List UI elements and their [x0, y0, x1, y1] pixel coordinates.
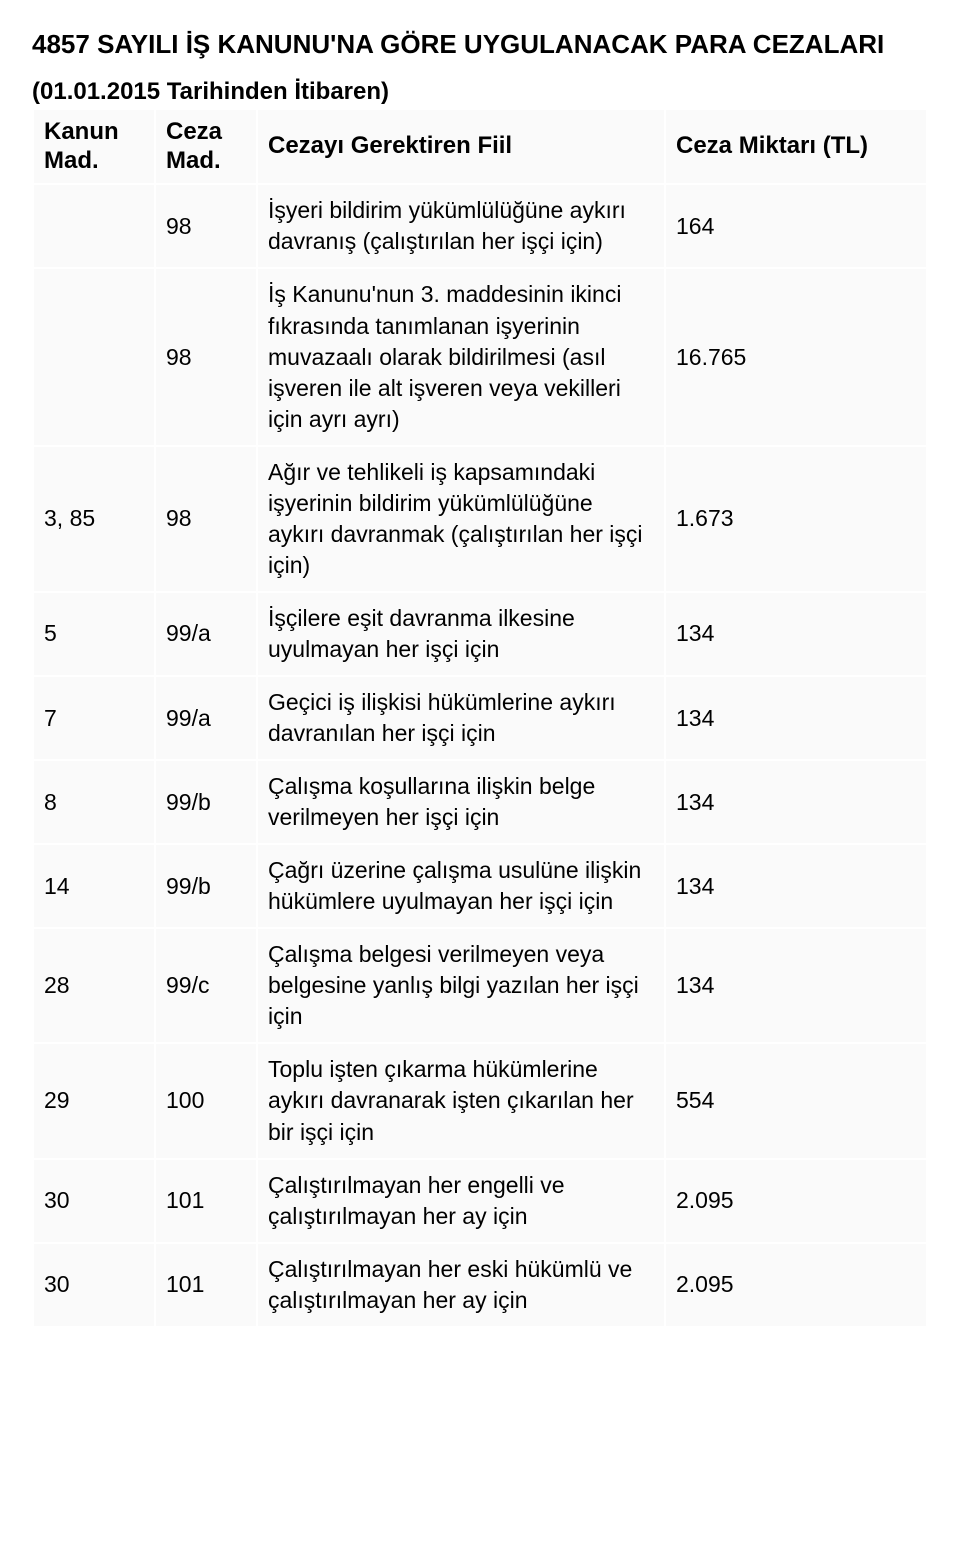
cell-fiil: Ağır ve tehlikeli iş kapsamındaki işyeri… — [258, 447, 664, 591]
cell-kanun — [34, 269, 154, 444]
table-row: 14 99/b Çağrı üzerine çalışma usulüne il… — [34, 845, 926, 927]
cell-kanun: 30 — [34, 1244, 154, 1326]
cell-miktar: 164 — [666, 185, 926, 267]
table-row: 30 101 Çalıştırılmayan her engelli ve ça… — [34, 1160, 926, 1242]
cell-kanun: 29 — [34, 1044, 154, 1157]
cell-miktar: 134 — [666, 593, 926, 675]
cell-fiil: Çalışma koşullarına ilişkin belge verilm… — [258, 761, 664, 843]
col-ceza-mad: Ceza Mad. — [156, 110, 256, 184]
cell-fiil: Çalıştırılmayan her eski hükümlü ve çalı… — [258, 1244, 664, 1326]
cell-fiil: Toplu işten çıkarma hükümlerine aykırı d… — [258, 1044, 664, 1157]
cell-kanun: 5 — [34, 593, 154, 675]
table-row: 98 İş Kanunu'nun 3. maddesinin ikinci fı… — [34, 269, 926, 444]
col-miktar: Ceza Miktarı (TL) — [666, 110, 926, 184]
page-title: 4857 SAYILI İŞ KANUNU'NA GÖRE UYGULANACA… — [32, 28, 928, 62]
cell-ceza: 99/c — [156, 929, 256, 1042]
cell-ceza: 100 — [156, 1044, 256, 1157]
cell-kanun: 8 — [34, 761, 154, 843]
cell-miktar: 554 — [666, 1044, 926, 1157]
cell-miktar: 16.765 — [666, 269, 926, 444]
cell-miktar: 134 — [666, 929, 926, 1042]
cell-ceza: 98 — [156, 447, 256, 591]
table-row: 98 İşyeri bildirim yükümlülüğüne aykırı … — [34, 185, 926, 267]
cell-ceza: 98 — [156, 185, 256, 267]
penalties-table: Kanun Mad. Ceza Mad. Cezayı Gerektiren F… — [32, 108, 928, 1328]
cell-miktar: 134 — [666, 677, 926, 759]
cell-ceza: 99/b — [156, 761, 256, 843]
cell-fiil: Çalıştırılmayan her engelli ve çalıştırı… — [258, 1160, 664, 1242]
cell-kanun: 28 — [34, 929, 154, 1042]
cell-miktar: 2.095 — [666, 1244, 926, 1326]
cell-ceza: 101 — [156, 1244, 256, 1326]
cell-ceza: 98 — [156, 269, 256, 444]
cell-ceza: 99/a — [156, 677, 256, 759]
col-kanun-mad: Kanun Mad. — [34, 110, 154, 184]
table-row: 5 99/a İşçilere eşit davranma ilkesine u… — [34, 593, 926, 675]
page-subtitle: (01.01.2015 Tarihinden İtibaren) — [32, 78, 928, 106]
table-row: 3, 85 98 Ağır ve tehlikeli iş kapsamında… — [34, 447, 926, 591]
cell-miktar: 134 — [666, 845, 926, 927]
cell-kanun: 7 — [34, 677, 154, 759]
cell-ceza: 99/a — [156, 593, 256, 675]
cell-ceza: 99/b — [156, 845, 256, 927]
table-row: 29 100 Toplu işten çıkarma hükümlerine a… — [34, 1044, 926, 1157]
cell-kanun — [34, 185, 154, 267]
table-row: 8 99/b Çalışma koşullarına ilişkin belge… — [34, 761, 926, 843]
cell-fiil: İş Kanunu'nun 3. maddesinin ikinci fıkra… — [258, 269, 664, 444]
cell-fiil: İşçilere eşit davranma ilkesine uyulmaya… — [258, 593, 664, 675]
table-header-row: Kanun Mad. Ceza Mad. Cezayı Gerektiren F… — [34, 110, 926, 184]
page-container: 4857 SAYILI İŞ KANUNU'NA GÖRE UYGULANACA… — [0, 0, 960, 1356]
table-row: 28 99/c Çalışma belgesi verilmeyen veya … — [34, 929, 926, 1042]
cell-ceza: 101 — [156, 1160, 256, 1242]
cell-fiil: Çağrı üzerine çalışma usulüne ilişkin hü… — [258, 845, 664, 927]
cell-fiil: İşyeri bildirim yükümlülüğüne aykırı dav… — [258, 185, 664, 267]
cell-kanun: 14 — [34, 845, 154, 927]
cell-fiil: Çalışma belgesi verilmeyen veya belgesin… — [258, 929, 664, 1042]
col-fiil: Cezayı Gerektiren Fiil — [258, 110, 664, 184]
cell-kanun: 3, 85 — [34, 447, 154, 591]
cell-fiil: Geçici iş ilişkisi hükümlerine aykırı da… — [258, 677, 664, 759]
cell-kanun: 30 — [34, 1160, 154, 1242]
cell-miktar: 2.095 — [666, 1160, 926, 1242]
cell-miktar: 1.673 — [666, 447, 926, 591]
table-row: 30 101 Çalıştırılmayan her eski hükümlü … — [34, 1244, 926, 1326]
cell-miktar: 134 — [666, 761, 926, 843]
table-row: 7 99/a Geçici iş ilişkisi hükümlerine ay… — [34, 677, 926, 759]
